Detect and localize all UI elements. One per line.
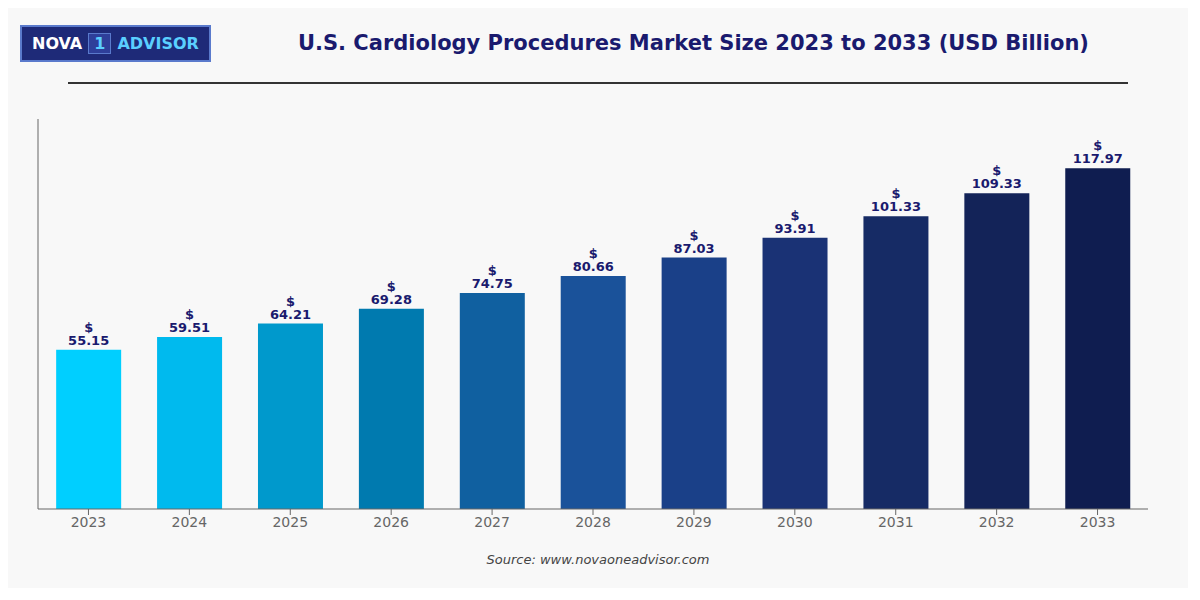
svg-text:2029: 2029 [676, 514, 712, 530]
svg-text:2027: 2027 [474, 514, 510, 530]
html-text:1: 1 [94, 33, 106, 53]
svg-text:$64.21: $64.21 [270, 294, 311, 322]
svg-text:2023: 2023 [71, 514, 107, 530]
html-text:U.S. Cardiology Procedures Mar: U.S. Cardiology Procedures Market Size 2… [297, 31, 1089, 55]
html-text:NOVA: NOVA [32, 33, 83, 53]
html-text:Source: www.novaoneadvisor.com: Source: www.novaoneadvisor.com [486, 552, 710, 567]
svg-text:$87.03: $87.03 [674, 228, 715, 256]
svg-text:$109.33: $109.33 [972, 163, 1022, 191]
svg-text:2030: 2030 [777, 514, 813, 530]
svg-text:$93.91: $93.91 [774, 208, 815, 236]
html-text:ADVISOR: ADVISOR [117, 33, 199, 53]
svg-text:2031: 2031 [878, 514, 914, 530]
svg-text:$117.97: $117.97 [1073, 138, 1123, 166]
svg-text:2028: 2028 [575, 514, 611, 530]
svg-text:$59.51: $59.51 [169, 307, 210, 335]
svg-text:$55.15: $55.15 [68, 320, 109, 348]
svg-text:$80.66: $80.66 [573, 246, 614, 274]
svg-text:$101.33: $101.33 [871, 186, 921, 214]
svg-text:$74.75: $74.75 [472, 263, 513, 291]
svg-text:$69.28: $69.28 [371, 279, 412, 307]
svg-text:2026: 2026 [373, 514, 409, 530]
svg-text:2033: 2033 [1080, 514, 1116, 530]
svg-text:2025: 2025 [272, 514, 308, 530]
svg-text:2024: 2024 [172, 514, 208, 530]
svg-text:2032: 2032 [979, 514, 1015, 530]
